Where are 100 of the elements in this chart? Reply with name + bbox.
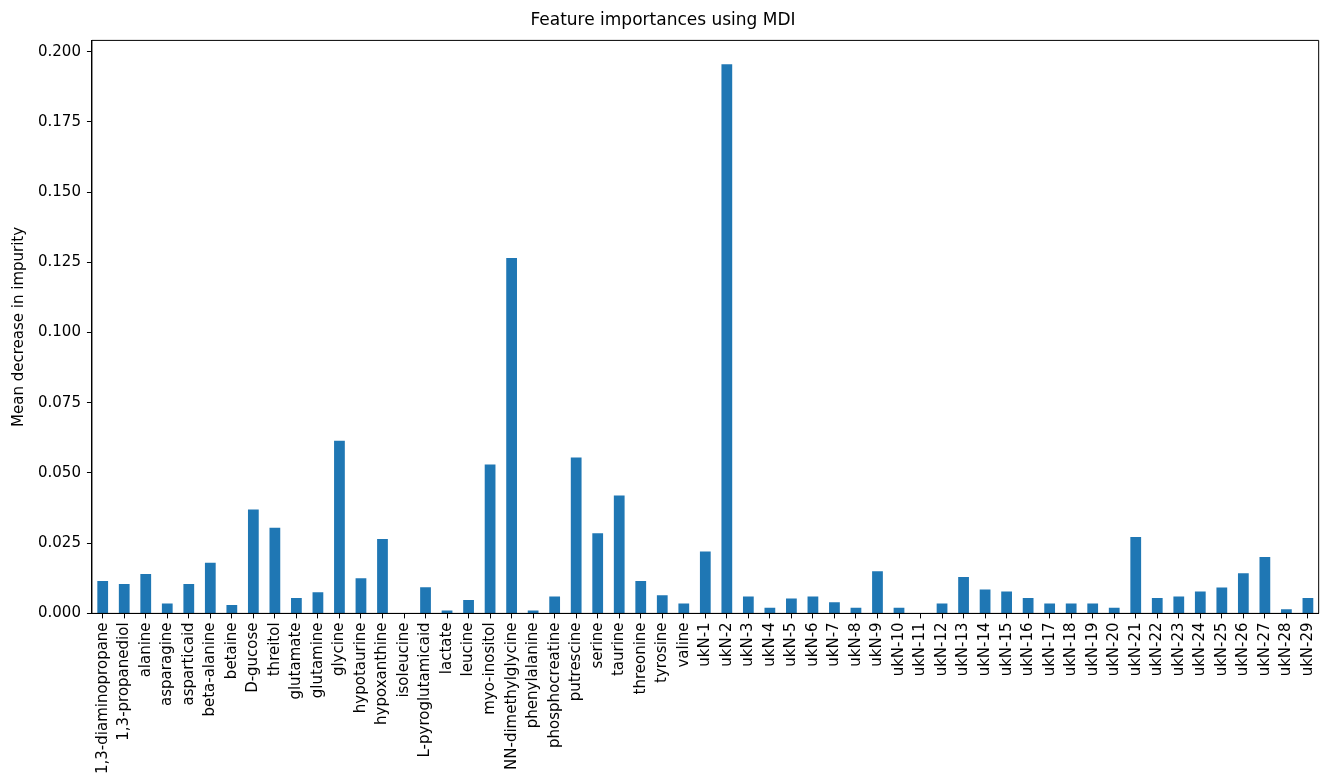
x-tick-label: ukN-6 [802, 622, 821, 667]
x-tick-label: beta-alanine [200, 622, 219, 717]
bar [872, 571, 883, 613]
x-tick-label: phenylalanine [523, 622, 542, 729]
bar [1087, 603, 1099, 613]
x-tick-label: ukN-20 [1104, 622, 1123, 677]
y-tick-label: 0.000 [37, 603, 81, 622]
bar [183, 583, 195, 613]
bar [936, 603, 948, 613]
bar [355, 578, 367, 613]
x-tick-label: hypotaurine [350, 622, 369, 714]
y-tick-label: 0.075 [37, 392, 81, 411]
bar [893, 607, 905, 613]
x-tick-label: ukN-13 [953, 622, 972, 677]
x-tick-label: ukN-12 [931, 622, 950, 677]
x-tick-label: ukN-10 [888, 622, 907, 677]
x-tick-label: ukN-23 [1168, 622, 1187, 677]
x-tick-label: ukN-17 [1039, 622, 1058, 677]
bar [463, 599, 474, 613]
bar [118, 583, 130, 613]
bar [1259, 556, 1271, 613]
bar [829, 602, 840, 613]
bar [613, 495, 625, 613]
bar [635, 581, 647, 613]
bar [247, 509, 259, 613]
y-tick-label: 0.150 [37, 181, 81, 200]
bar [699, 551, 711, 613]
x-tick-label: tyrosine [652, 622, 671, 683]
y-tick-label: 0.125 [37, 252, 81, 271]
bar [742, 596, 754, 613]
bar [656, 595, 668, 613]
bar [764, 607, 776, 613]
x-tick-label: ukN-1 [695, 622, 714, 667]
bar [1237, 573, 1249, 613]
x-tick-label: leucine [458, 622, 477, 677]
x-tick-label: ukN-21 [1125, 622, 1144, 677]
x-tick-label: ukN-15 [996, 622, 1015, 677]
y-tick-label: 0.175 [37, 111, 81, 130]
x-tick-label: ukN-16 [1018, 622, 1037, 677]
x-tick-label: asparticaid [178, 622, 197, 706]
x-tick-label: threonine [630, 622, 649, 695]
x-tick-label: ukN-26 [1233, 622, 1252, 677]
x-tick-label: ukN-27 [1254, 622, 1273, 677]
bar [291, 597, 302, 613]
x-tick-label: ukN-3 [738, 622, 757, 667]
x-tick-label: hypoxanthine [372, 622, 391, 725]
bar [226, 604, 238, 613]
x-tick-label: glutamine [307, 622, 326, 699]
bar [312, 592, 324, 613]
bar [1001, 591, 1012, 613]
bar [678, 603, 690, 613]
x-tick-label: ukN-2 [716, 622, 735, 667]
x-tick-label: lactate [436, 622, 455, 675]
bar [549, 596, 561, 613]
x-tick-label: ukN-8 [845, 622, 864, 667]
y-tick-label: 0.025 [37, 533, 81, 552]
bar [979, 589, 991, 613]
x-tick-label: betaine [221, 622, 240, 680]
x-tick-label: 1,3-propanediol [114, 622, 133, 741]
bar [850, 607, 862, 613]
bar [97, 581, 109, 613]
x-tick-label: glycine [329, 622, 348, 677]
x-tick-label: ukN-19 [1082, 622, 1101, 677]
bar [1108, 607, 1120, 613]
bar [721, 64, 733, 613]
bar [140, 574, 152, 613]
bar [958, 576, 969, 613]
bar [204, 562, 216, 613]
x-tick-label: glutamate [286, 622, 305, 700]
x-tick-label: taurine [609, 622, 628, 677]
bar [570, 457, 582, 613]
x-tick-label: phosphocreatine [544, 622, 563, 748]
x-tick-label: asparagine [157, 622, 176, 706]
x-tick-label: threitol [264, 622, 283, 677]
x-tick-label: alanine [135, 622, 154, 678]
bar [1302, 597, 1314, 613]
x-tick-label: 1,3-diaminopropane [92, 622, 111, 775]
x-tick-label: isoleucine [393, 622, 412, 698]
x-tick-label: ukN-4 [759, 622, 778, 667]
x-tick-label: ukN-5 [781, 622, 800, 667]
x-tick-label: ukN-14 [974, 622, 993, 677]
bar [786, 598, 797, 613]
bar [1151, 597, 1163, 613]
bar [269, 527, 281, 613]
x-tick-label: ukN-9 [867, 622, 886, 667]
bar [1130, 537, 1142, 613]
bar [1065, 603, 1077, 613]
bar [377, 538, 388, 613]
bar [1281, 609, 1292, 613]
x-tick-label: ukN-25 [1211, 622, 1230, 677]
x-tick-label: D-gucose [243, 622, 262, 693]
x-tick-label: ukN-7 [824, 622, 843, 667]
x-tick-label: ukN-29 [1297, 622, 1316, 677]
x-tick-label: putrescine [566, 622, 585, 702]
y-tick-label: 0.100 [37, 322, 81, 341]
y-axis-title: Mean decrease in impurity [8, 226, 27, 427]
bar [1044, 603, 1056, 613]
x-tick-label: NN-dimethylglycine [501, 622, 520, 770]
bar [1216, 587, 1228, 613]
bar [420, 587, 431, 613]
